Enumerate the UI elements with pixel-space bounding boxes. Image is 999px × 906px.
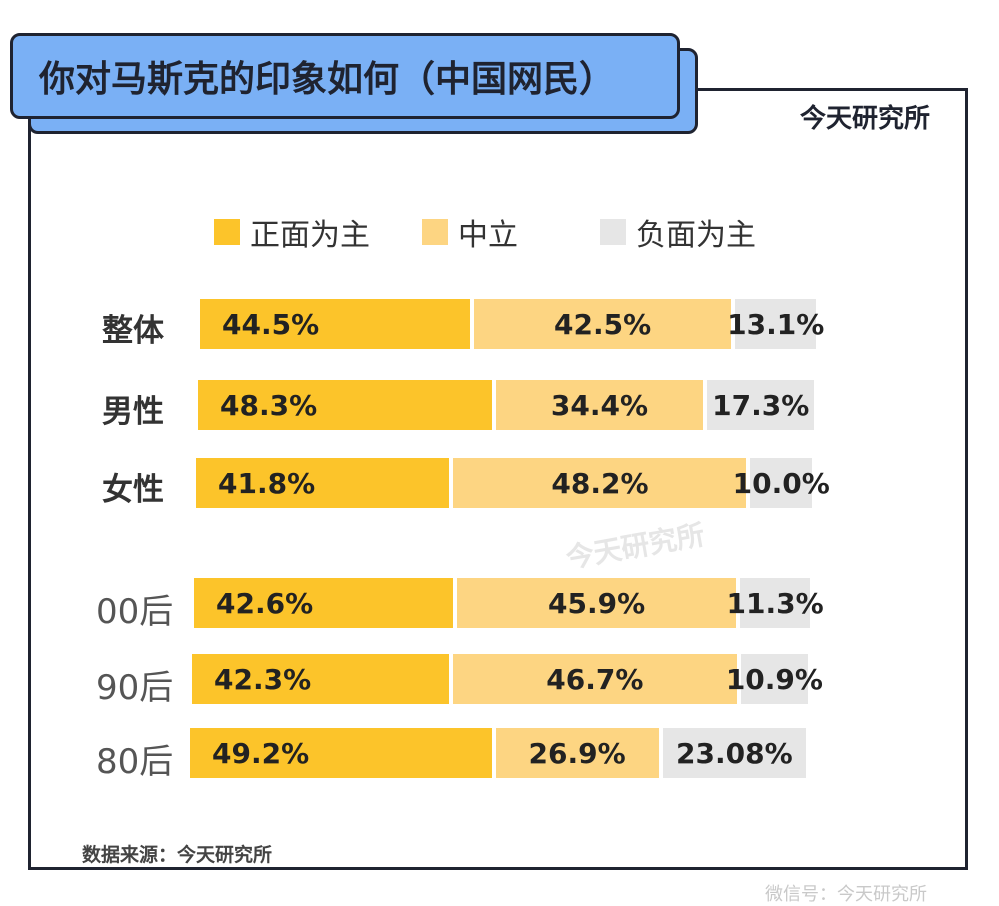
data-label: 10.0% xyxy=(732,466,830,500)
data-label: 42.3% xyxy=(214,662,312,696)
row-label: 女性 xyxy=(102,472,164,508)
data-label: 42.6% xyxy=(216,586,314,620)
bar-segment-negative: 10.9% xyxy=(726,654,823,704)
source-note: 数据来源：今天研究所 xyxy=(82,844,273,866)
bar-segment-neutral: 26.9% xyxy=(495,728,659,778)
data-label: 41.8% xyxy=(218,466,316,500)
bar-segment-neutral: 48.2% xyxy=(453,458,747,508)
bar-segment-neutral: 46.7% xyxy=(452,654,737,704)
legend-swatch-positive xyxy=(214,219,240,245)
row-label: 80后 xyxy=(96,742,174,782)
bar-segment-positive: 49.2% xyxy=(190,728,492,778)
legend: 正面为主 中立 负面为主 xyxy=(0,210,999,253)
data-label: 49.2% xyxy=(212,736,310,770)
legend-item-positive: 正面为主 xyxy=(214,210,370,254)
bar-segment-neutral: 42.5% xyxy=(473,299,732,349)
bar-segment-positive: 48.3% xyxy=(198,380,492,430)
bar-segment-positive: 44.5% xyxy=(200,299,470,349)
data-label: 11.3% xyxy=(726,586,824,620)
legend-item-neutral: 中立 xyxy=(422,210,518,254)
row-label: 整体 xyxy=(102,313,164,349)
data-label: 23.08% xyxy=(676,736,793,770)
row-label: 男性 xyxy=(102,394,164,430)
row-label: 00后 xyxy=(96,592,174,632)
bar-segment-negative: 23.08% xyxy=(662,728,806,778)
legend-label-neutral: 中立 xyxy=(458,218,518,253)
legend-swatch-neutral xyxy=(422,219,448,245)
data-label: 26.9% xyxy=(528,736,626,770)
data-label: 48.3% xyxy=(220,388,318,422)
bar-segment-positive: 41.8% xyxy=(196,458,450,508)
bar-segment-neutral: 34.4% xyxy=(495,380,704,430)
data-label: 45.9% xyxy=(548,586,646,620)
chart-title-text: 你对马斯克的印象如何（中国网民） xyxy=(39,59,616,100)
bar-segment-negative: 17.3% xyxy=(707,380,814,430)
brand-label: 今天研究所 xyxy=(800,104,931,134)
legend-label-negative: 负面为主 xyxy=(636,218,756,253)
row-label: 90后 xyxy=(96,668,174,708)
bar-segment-negative: 11.3% xyxy=(727,578,824,628)
data-label: 46.7% xyxy=(546,662,644,696)
bar-segment-positive: 42.6% xyxy=(194,578,453,628)
legend-label-positive: 正面为主 xyxy=(250,218,370,253)
bar-segment-neutral: 45.9% xyxy=(456,578,737,628)
data-label: 13.1% xyxy=(727,307,825,341)
chart-title: 你对马斯克的印象如何（中国网民） xyxy=(10,33,680,119)
data-label: 42.5% xyxy=(554,307,652,341)
bar-segment-negative: 13.1% xyxy=(727,299,824,349)
data-label: 10.9% xyxy=(725,662,823,696)
footer-watermark: 微信号：今天研究所 xyxy=(765,884,927,905)
legend-item-negative: 负面为主 xyxy=(600,210,756,254)
bar-segment-positive: 42.3% xyxy=(192,654,449,704)
legend-swatch-negative xyxy=(600,219,626,245)
data-label: 48.2% xyxy=(551,466,649,500)
data-label: 34.4% xyxy=(550,388,649,422)
data-label: 17.3% xyxy=(712,388,810,422)
data-label: 44.5% xyxy=(222,307,320,341)
bar-segment-negative: 10.0% xyxy=(733,458,830,508)
